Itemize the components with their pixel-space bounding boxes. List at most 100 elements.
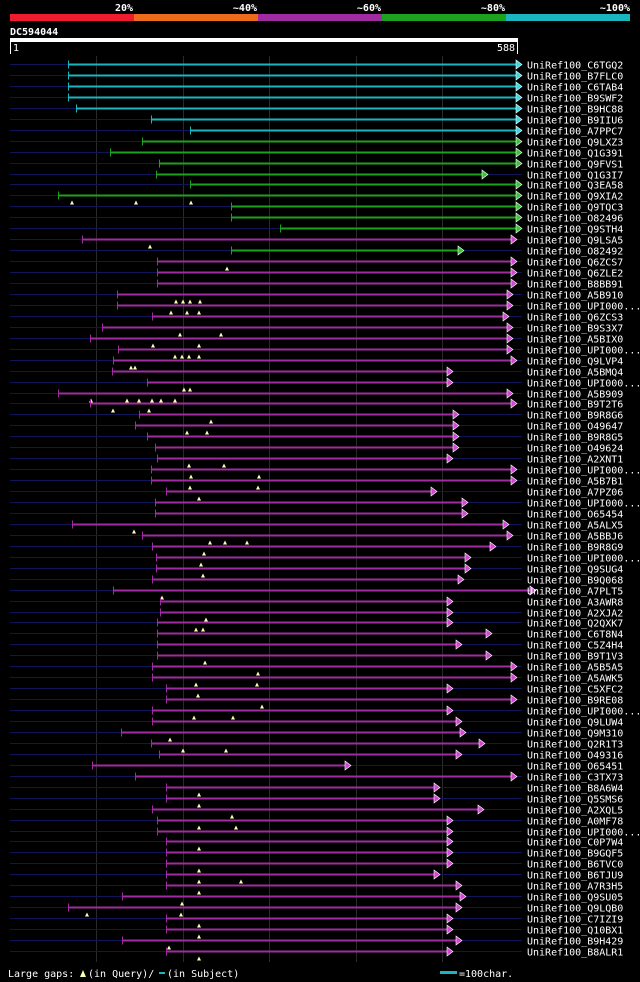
- hit-row[interactable]: UniRef100_Q9LUW4: [10, 716, 623, 729]
- hit-label[interactable]: UniRef100_Q9TQC3: [527, 203, 623, 214]
- hit-label[interactable]: UniRef100_Q6ZCS3: [527, 313, 623, 324]
- hit-row[interactable]: UniRef100_Q10BX1: [10, 924, 623, 939]
- hit-label[interactable]: UniRef100_UPI000...: [527, 466, 640, 477]
- hit-label[interactable]: UniRef100_UPI000...: [527, 828, 640, 839]
- hit-row[interactable]: UniRef100_Q6ZCS7: [10, 256, 623, 271]
- hit-label[interactable]: UniRef100_Q9LSA5: [527, 236, 623, 247]
- hit-row[interactable]: UniRef100_B9R8G5: [10, 431, 623, 444]
- hit-label[interactable]: UniRef100_A7PPC7: [527, 127, 623, 138]
- hit-label[interactable]: UniRef100_C0P7W4: [527, 838, 623, 849]
- hit-label[interactable]: UniRef100_A5AWK5: [527, 674, 623, 685]
- hit-row[interactable]: UniRef100_UPI000...: [10, 552, 640, 567]
- hit-row[interactable]: UniRef100_A5BMQ4: [10, 366, 623, 379]
- hit-row[interactable]: UniRef100_Q9LSA5: [10, 234, 623, 249]
- hit-label[interactable]: UniRef100_A5B5A5: [527, 663, 623, 674]
- hit-row[interactable]: UniRef100_A7PLT5: [10, 585, 623, 600]
- hit-row[interactable]: UniRef100_A7PPC7: [10, 125, 623, 138]
- hit-row[interactable]: UniRef100_B7FLC0: [10, 70, 623, 83]
- hit-row[interactable]: UniRef100_A3AWR8: [10, 596, 623, 609]
- hit-row[interactable]: UniRef100_Q9XIA2: [10, 190, 623, 205]
- hit-row[interactable]: UniRef100_A5AWK5: [10, 672, 623, 687]
- hit-row[interactable]: UniRef100_Q9STH4: [10, 223, 623, 236]
- hit-row[interactable]: UniRef100_A5ALX5: [10, 519, 623, 534]
- hit-row[interactable]: UniRef100_Q9TQC3: [10, 201, 623, 214]
- hit-label[interactable]: UniRef100_B9R8G6: [527, 411, 623, 422]
- hit-row[interactable]: UniRef100_B9H429: [10, 935, 623, 950]
- hit-label[interactable]: UniRef100_A5B910: [527, 291, 623, 302]
- hit-row[interactable]: UniRef100_O49316: [10, 749, 623, 762]
- hit-row[interactable]: UniRef100_UPI000...: [10, 377, 640, 392]
- hit-label[interactable]: UniRef100_B9H429: [527, 937, 623, 948]
- hit-row[interactable]: UniRef100_C6TGQ2: [10, 59, 623, 72]
- hit-row[interactable]: UniRef100_B6TVC0: [10, 858, 623, 873]
- hit-label[interactable]: UniRef100_B8BB91: [527, 280, 623, 291]
- hit-row[interactable]: UniRef100_B8ALR1: [10, 946, 623, 961]
- hit-row[interactable]: UniRef100_O49624: [10, 442, 623, 455]
- hit-row[interactable]: UniRef100_B8A6W4: [10, 782, 623, 797]
- hit-row[interactable]: UniRef100_C5XFC2: [10, 683, 623, 698]
- hit-label[interactable]: UniRef100_B9GQF5: [527, 849, 623, 860]
- hit-label[interactable]: UniRef100_UPI000...: [527, 554, 640, 565]
- hit-label[interactable]: UniRef100_A2XNT1: [527, 455, 623, 466]
- hit-row[interactable]: UniRef100_A5BBJ6: [10, 530, 623, 545]
- hit-row[interactable]: UniRef100_Q9LQB0: [10, 902, 623, 917]
- hit-row[interactable]: UniRef100_Q2QXK7: [10, 617, 623, 632]
- hit-row[interactable]: UniRef100_B9GQF5: [10, 847, 623, 860]
- hit-label[interactable]: UniRef100_C3TX73: [527, 773, 623, 784]
- hit-label[interactable]: UniRef100_Q2QXK7: [527, 619, 623, 630]
- hit-label[interactable]: UniRef100_B6TVC0: [527, 860, 623, 871]
- hit-label[interactable]: UniRef100_UPI000...: [527, 499, 640, 510]
- hit-label[interactable]: UniRef100_UPI000...: [527, 379, 640, 390]
- hit-label[interactable]: UniRef100_B9R8G5: [527, 433, 623, 444]
- hit-row[interactable]: UniRef100_Q5SMS6: [10, 793, 623, 808]
- hit-row[interactable]: UniRef100_B9R8G9: [10, 541, 623, 556]
- hit-row[interactable]: UniRef100_C6TAB4: [10, 81, 623, 94]
- hit-row[interactable]: UniRef100_UPI000...: [10, 300, 640, 315]
- hit-label[interactable]: UniRef100_O65451: [527, 762, 623, 773]
- hit-label[interactable]: UniRef100_C6T8N4: [527, 630, 623, 641]
- hit-row[interactable]: UniRef100_Q9LVP4: [10, 355, 623, 370]
- hit-label[interactable]: UniRef100_O49647: [527, 422, 623, 433]
- hit-row[interactable]: UniRef100_B9SWF2: [10, 92, 623, 105]
- hit-label[interactable]: UniRef100_B8ALR1: [527, 948, 623, 959]
- hit-row[interactable]: UniRef100_A5B5A5: [10, 661, 623, 676]
- hit-label[interactable]: UniRef100_Q9FVS1: [527, 160, 623, 171]
- hit-label[interactable]: UniRef100_B9RE08: [527, 696, 623, 707]
- hit-row[interactable]: UniRef100_Q2R1T3: [10, 738, 623, 753]
- hit-row[interactable]: UniRef100_Q1G391: [10, 147, 623, 160]
- hit-label[interactable]: UniRef100_Q5SMS6: [527, 795, 623, 806]
- hit-label[interactable]: UniRef100_A5BMQ4: [527, 368, 623, 379]
- hit-label[interactable]: UniRef100_O49624: [527, 444, 623, 455]
- hit-row[interactable]: UniRef100_B9RE08: [10, 694, 623, 709]
- hit-label[interactable]: UniRef100_Q9M310: [527, 729, 623, 740]
- hit-row[interactable]: UniRef100_UPI000...: [10, 344, 640, 359]
- hit-label[interactable]: UniRef100_C6TAB4: [527, 83, 623, 94]
- hit-label[interactable]: UniRef100_B9Q068: [527, 576, 623, 587]
- hit-row[interactable]: UniRef100_A5BIX0: [10, 333, 623, 348]
- hit-row[interactable]: UniRef100_B9S3X7: [10, 322, 623, 337]
- hit-label[interactable]: UniRef100_Q9SUG4: [527, 565, 623, 576]
- hit-label[interactable]: UniRef100_O65454: [527, 510, 623, 521]
- hit-label[interactable]: UniRef100_Q9LQB0: [527, 904, 623, 915]
- hit-row[interactable]: UniRef100_Q9LXZ3: [10, 136, 623, 149]
- hit-row[interactable]: UniRef100_C6T8N4: [10, 628, 623, 641]
- hit-label[interactable]: UniRef100_A7PLT5: [527, 587, 623, 598]
- hit-row[interactable]: UniRef100_B9Q068: [10, 574, 623, 587]
- hit-label[interactable]: UniRef100_Q10BX1: [527, 926, 623, 937]
- hit-label[interactable]: UniRef100_B9S3X7: [527, 324, 623, 335]
- hit-row[interactable]: UniRef100_A0MF78: [10, 815, 623, 830]
- hit-row[interactable]: UniRef100_B9IIU6: [10, 114, 623, 127]
- hit-label[interactable]: UniRef100_Q9LUW4: [527, 718, 623, 729]
- hit-label[interactable]: UniRef100_B9R8G9: [527, 543, 623, 554]
- hit-row[interactable]: UniRef100_C0P7W4: [10, 836, 623, 851]
- hit-row[interactable]: UniRef100_UPI000...: [10, 826, 640, 839]
- hit-label[interactable]: UniRef100_B9IIU6: [527, 116, 623, 127]
- hit-label[interactable]: UniRef100_A5ALX5: [527, 521, 623, 532]
- hit-row[interactable]: UniRef100_Q6ZCS3: [10, 311, 623, 324]
- hit-label[interactable]: UniRef100_C7IZI9: [527, 915, 623, 926]
- hit-row[interactable]: UniRef100_Q9SUG4: [10, 563, 623, 578]
- hit-row[interactable]: UniRef100_Q3EA58: [10, 179, 623, 192]
- hit-label[interactable]: UniRef100_A2XQL5: [527, 806, 623, 817]
- hit-label[interactable]: UniRef100_A7R3H5: [527, 882, 623, 893]
- hit-row[interactable]: UniRef100_A7R3H5: [10, 880, 623, 895]
